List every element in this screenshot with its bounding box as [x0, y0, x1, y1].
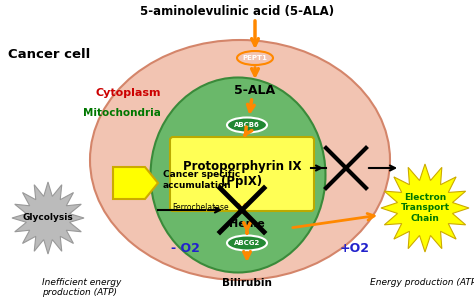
Text: Heme: Heme	[229, 219, 265, 229]
Text: PEPT1: PEPT1	[243, 55, 267, 61]
Ellipse shape	[227, 236, 267, 250]
Ellipse shape	[237, 51, 273, 65]
Text: Ferrochelatase: Ferrochelatase	[172, 202, 228, 211]
Ellipse shape	[90, 40, 390, 280]
Text: Glycolysis: Glycolysis	[23, 214, 73, 223]
Text: Cancer specific
accumulation: Cancer specific accumulation	[163, 170, 240, 190]
Polygon shape	[381, 164, 469, 252]
Text: Energy production (ATP): Energy production (ATP)	[370, 278, 474, 287]
Text: +O2: +O2	[340, 242, 370, 254]
Text: 5-ALA: 5-ALA	[235, 83, 275, 97]
Ellipse shape	[151, 77, 326, 272]
Ellipse shape	[227, 118, 267, 133]
FancyBboxPatch shape	[170, 137, 314, 211]
Text: - O2: - O2	[171, 242, 200, 254]
Text: Inefficient energy
production (ATP): Inefficient energy production (ATP)	[42, 278, 121, 297]
Text: Cancer cell: Cancer cell	[8, 48, 90, 61]
Text: Protoporphyrin ⅠⅩ
(PpⅠⅩ): Protoporphyrin ⅠⅩ (PpⅠⅩ)	[183, 160, 301, 188]
Polygon shape	[12, 182, 84, 254]
Text: Cytoplasm: Cytoplasm	[95, 88, 161, 98]
Text: ABCG2: ABCG2	[234, 240, 260, 246]
Text: Electron
Transport
Chain: Electron Transport Chain	[401, 193, 449, 223]
Polygon shape	[113, 167, 158, 199]
Text: Mitochondria: Mitochondria	[83, 108, 161, 118]
Text: 5-aminolevulinic acid (5-ALA): 5-aminolevulinic acid (5-ALA)	[140, 5, 334, 18]
Text: ABCB6: ABCB6	[234, 122, 260, 128]
Text: Bilirubin: Bilirubin	[222, 278, 272, 288]
